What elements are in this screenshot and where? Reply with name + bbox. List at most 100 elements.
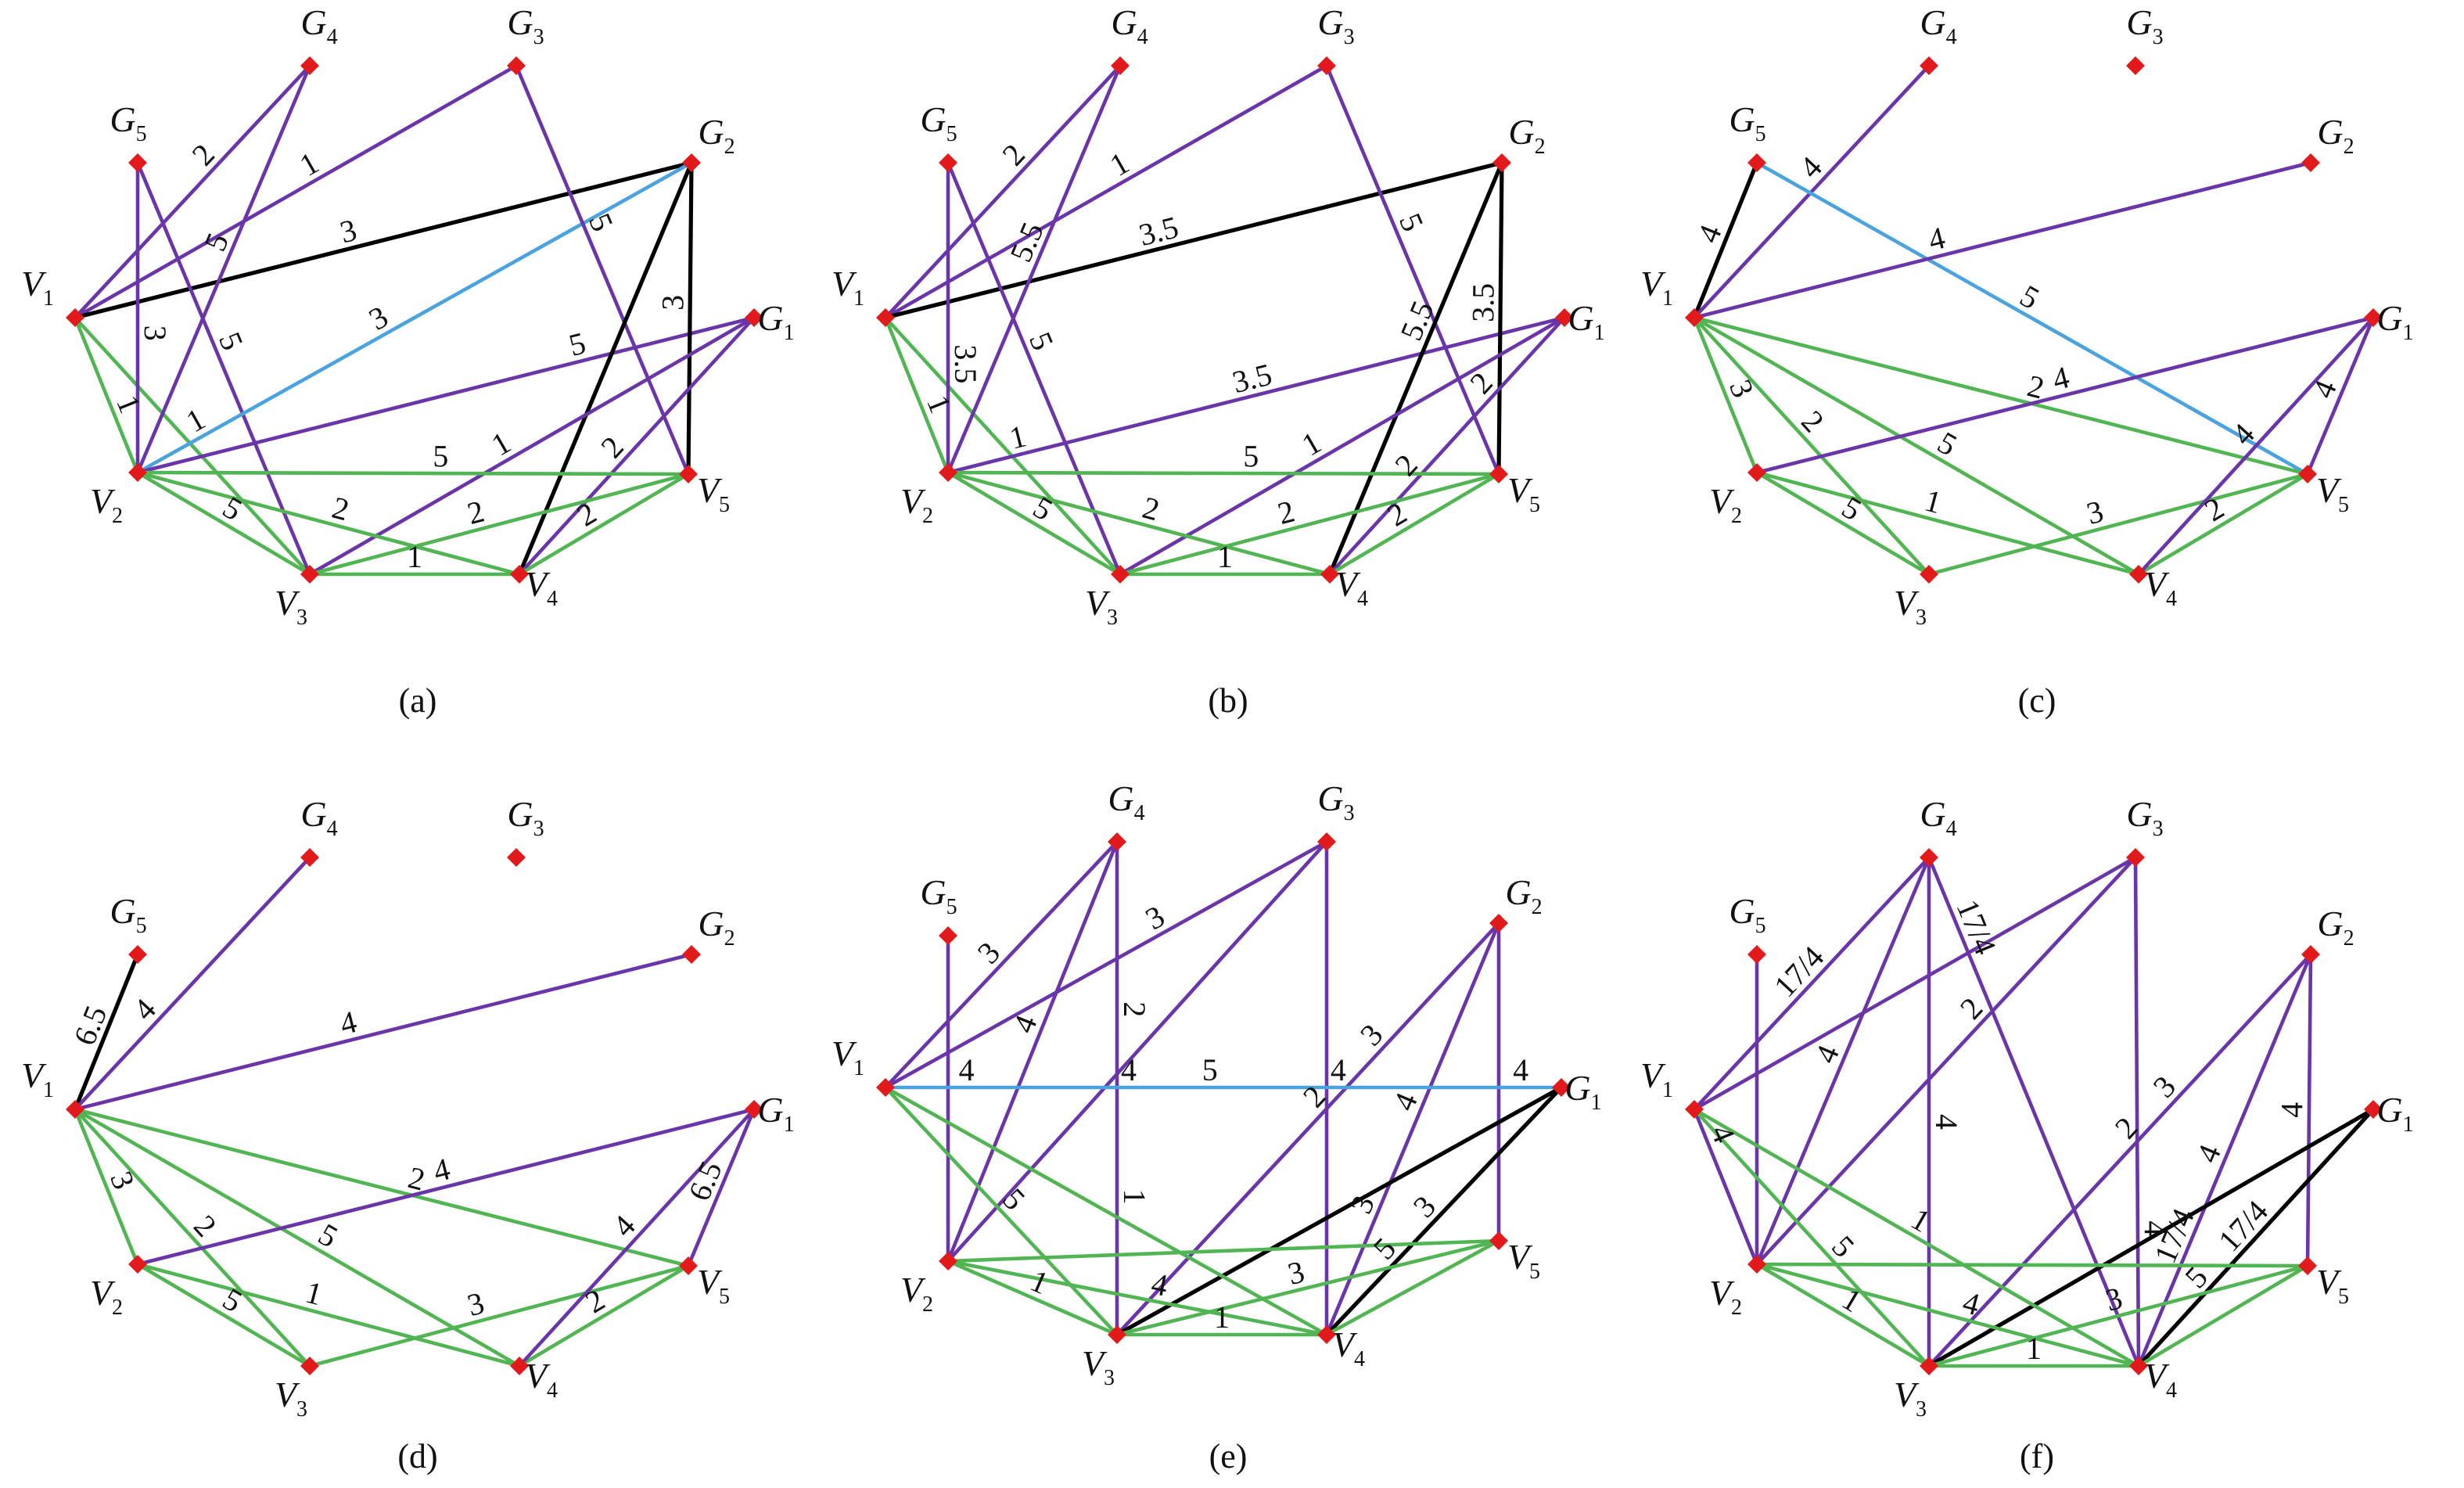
node — [66, 308, 84, 327]
edge — [309, 1263, 689, 1368]
edge — [517, 161, 694, 576]
edge — [135, 162, 312, 575]
node-label: G5 — [110, 891, 146, 938]
edge-weight: 4 — [1513, 1052, 1528, 1087]
edge — [137, 1107, 755, 1267]
node-subscript: 5 — [719, 493, 730, 517]
node-name: G — [698, 112, 724, 152]
node-subscript: 1 — [853, 1056, 864, 1080]
edge-weight: 4 — [2049, 359, 2072, 397]
node-subscript: 5 — [946, 122, 957, 146]
node-name: V — [832, 1033, 857, 1073]
node-label: V2 — [1709, 481, 1742, 528]
node — [510, 565, 529, 584]
node-name: V — [275, 1375, 300, 1414]
edge — [136, 1263, 311, 1368]
node-label: V3 — [1894, 1375, 1927, 1422]
edge-weight: 3 — [336, 212, 360, 250]
edge — [1693, 856, 2137, 1111]
node-name: V — [900, 481, 926, 521]
node-name: V — [900, 1270, 926, 1310]
node-subscript: 1 — [1594, 321, 1605, 345]
edge — [73, 317, 140, 473]
node — [507, 848, 526, 867]
node-subscript: 3 — [1916, 1397, 1927, 1422]
edge — [1116, 1238, 1500, 1337]
edge-weight: 4 — [429, 1151, 453, 1189]
node-label: V3 — [1082, 1343, 1115, 1390]
edge-weight: 5 — [1022, 327, 1061, 355]
node-label: G2 — [2317, 112, 2354, 159]
edge — [2137, 1264, 2309, 1368]
edge — [686, 162, 694, 475]
node-label: V1 — [21, 1055, 54, 1102]
node-label: V3 — [275, 583, 307, 630]
edge — [686, 1109, 756, 1267]
node-subscript: 2 — [922, 504, 933, 528]
node-label: G2 — [1505, 872, 1542, 919]
node-label: G5 — [1729, 99, 1765, 146]
edge — [1324, 65, 1501, 475]
edge-weight: 1 — [1217, 539, 1233, 574]
edge — [1755, 471, 1931, 576]
node — [1317, 56, 1336, 75]
node — [1489, 914, 1508, 933]
caption: (c) — [2018, 681, 2056, 720]
edge — [1927, 857, 2141, 1367]
node-label: G3 — [507, 794, 544, 841]
edge — [946, 65, 1122, 473]
node-subscript: 4 — [1946, 25, 1957, 49]
node — [1747, 463, 1766, 482]
edge-weight: 3 — [1284, 1253, 1308, 1291]
node-subscript: 4 — [1946, 817, 1957, 841]
node — [679, 465, 698, 483]
node — [876, 308, 895, 327]
edge — [1928, 1263, 2308, 1368]
edge — [136, 160, 693, 475]
node-subscript: 1 — [1591, 1091, 1602, 1115]
node-subscript: 5 — [1755, 122, 1766, 146]
edge — [137, 315, 755, 475]
node-label: V5 — [697, 1262, 730, 1309]
node-subscript: 2 — [724, 135, 735, 159]
edge — [2137, 316, 2375, 576]
node-name: V — [90, 1273, 116, 1313]
edge-weight: 1 — [1117, 1189, 1152, 1205]
edge-weight: 3.5 — [948, 344, 983, 383]
node-label: V2 — [1709, 1273, 1742, 1320]
node-label: V5 — [2316, 1262, 2349, 1309]
node-name: V — [1507, 470, 1533, 510]
edge — [884, 64, 1122, 319]
edge-weight: 4 — [2138, 1220, 2173, 1236]
node-subscript: 5 — [1529, 493, 1540, 517]
node-name: V — [1894, 583, 1920, 623]
edge-weight: 1 — [486, 425, 517, 463]
node-label: G3 — [2126, 2, 2163, 49]
edge — [947, 1259, 1118, 1337]
node-name: G — [1564, 1068, 1590, 1108]
node-label: V2 — [900, 481, 933, 528]
edge — [1927, 1107, 2375, 1368]
edge — [2137, 1108, 2375, 1368]
node-subscript: 3 — [533, 25, 544, 49]
node-name: G — [110, 99, 135, 139]
node-subscript: 2 — [922, 1292, 933, 1317]
node-label: V4 — [525, 564, 558, 611]
node — [1111, 565, 1130, 584]
node-name: V — [1085, 583, 1111, 623]
node-name: V — [1894, 1375, 1920, 1414]
node-subscript: 5 — [136, 122, 147, 146]
edge — [74, 1108, 311, 1368]
edge-weight: 3 — [138, 325, 173, 341]
node — [1920, 848, 1938, 867]
node-label: V4 — [2144, 564, 2177, 611]
node-name: G — [300, 794, 326, 834]
node-subscript: 4 — [327, 817, 338, 841]
node-subscript: 2 — [1731, 504, 1742, 528]
edge — [2305, 317, 2376, 475]
node-name: V — [2144, 564, 2170, 604]
node-name: V — [1640, 1055, 1666, 1095]
node-label: V1 — [1640, 264, 1673, 311]
edge-weight: 1 — [110, 390, 148, 418]
